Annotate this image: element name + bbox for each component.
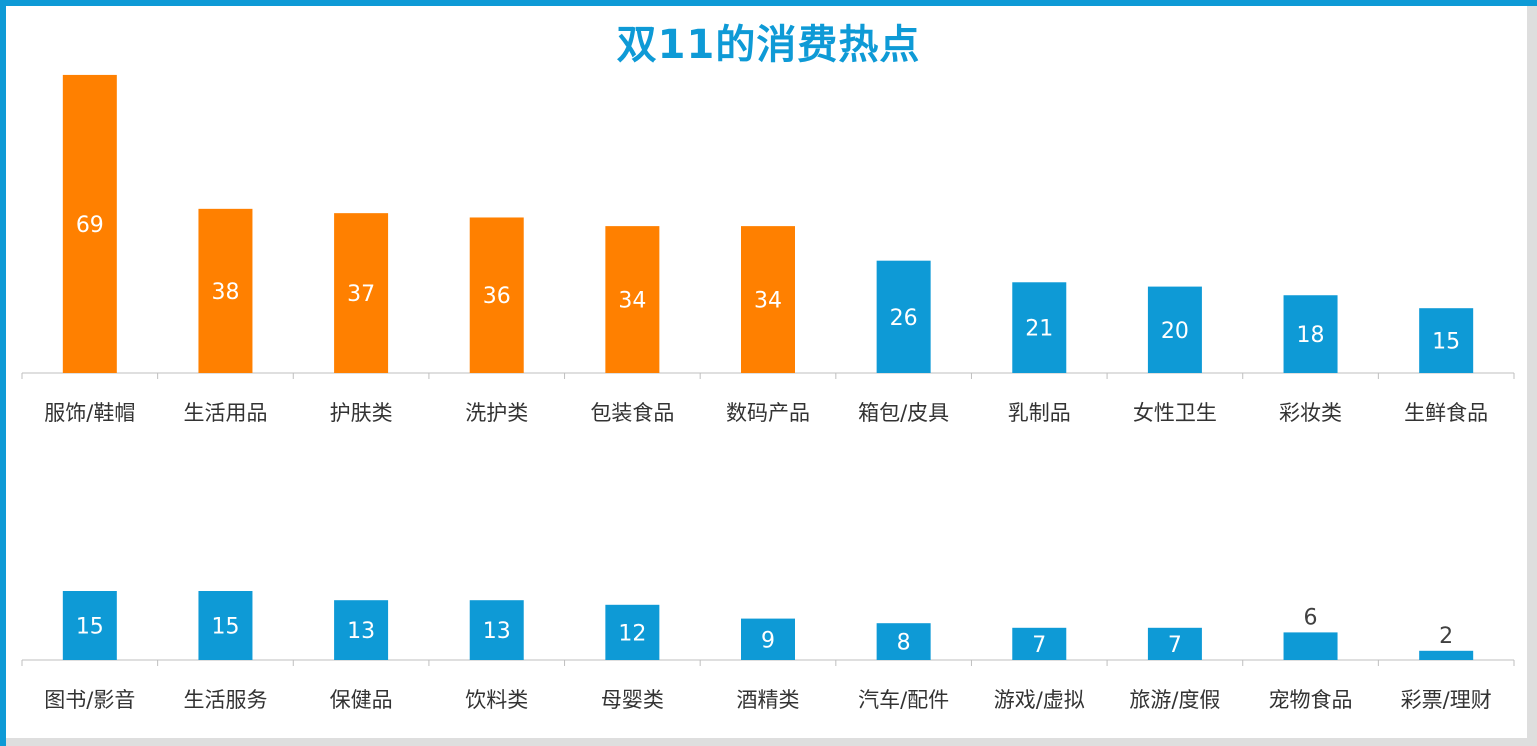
category-label: 饮料类 <box>465 688 528 712</box>
category-label: 数码产品 <box>726 401 810 425</box>
category-label: 图书/影音 <box>44 688 135 712</box>
frame-shadow-bottom <box>6 738 1537 746</box>
data-label: 2 <box>1439 624 1453 649</box>
data-label: 6 <box>1304 605 1318 630</box>
bar <box>334 213 389 373</box>
category-label: 游戏/虚拟 <box>994 688 1085 712</box>
data-label: 38 <box>211 280 239 305</box>
bar <box>1147 286 1202 373</box>
bar <box>1147 627 1202 660</box>
bar <box>876 260 931 373</box>
data-label: 8 <box>897 631 911 656</box>
bar <box>1012 282 1067 373</box>
data-label: 12 <box>618 621 646 646</box>
category-label: 汽车/配件 <box>858 688 949 712</box>
category-label: 宠物食品 <box>1269 688 1353 712</box>
data-label: 18 <box>1297 323 1325 348</box>
data-label: 7 <box>1032 633 1046 658</box>
data-label: 37 <box>347 282 375 307</box>
category-label: 乳制品 <box>1008 401 1071 425</box>
category-label: 生鲜食品 <box>1404 401 1488 425</box>
bar <box>62 591 117 660</box>
bar <box>741 618 795 660</box>
category-label: 旅游/度假 <box>1129 688 1220 712</box>
data-label: 69 <box>76 213 104 238</box>
bar <box>1012 627 1067 660</box>
bar <box>1283 295 1338 373</box>
chart-title: 双11的消费热点 <box>616 22 921 68</box>
bar <box>198 208 253 373</box>
chart-panel-2: 15 图书/影音 15 生活服务 13 保健品 13 饮料类 12 母婴类 9 酒精类 8 汽车/配件 7 游… <box>21 591 1515 712</box>
category-label: 服饰/鞋帽 <box>44 401 135 425</box>
data-label: 34 <box>754 289 782 314</box>
data-label: 34 <box>618 289 646 314</box>
bar <box>605 604 660 660</box>
category-label: 保健品 <box>330 688 393 712</box>
bar <box>469 217 524 373</box>
bar <box>334 600 389 660</box>
category-label: 洗护类 <box>465 401 528 425</box>
category-label: 生活服务 <box>183 688 267 712</box>
category-label: 箱包/皮具 <box>858 401 949 425</box>
bar <box>62 74 117 374</box>
data-label: 20 <box>1161 319 1189 344</box>
data-label: 15 <box>211 615 239 640</box>
data-label: 15 <box>76 615 104 640</box>
category-label: 酒精类 <box>737 688 800 712</box>
data-label: 13 <box>483 619 511 644</box>
data-label: 7 <box>1168 633 1182 658</box>
data-label: 21 <box>1025 317 1053 342</box>
category-label: 包装食品 <box>590 401 674 425</box>
bar <box>1419 650 1474 660</box>
chart-panel-1: 69 服饰/鞋帽 38 生活用品 37 护肤类 36 洗护类 34 包装食品 34 数码产品 26 箱包/… <box>21 74 1515 425</box>
category-label: 护肤类 <box>330 401 393 425</box>
data-label: 26 <box>890 306 918 331</box>
data-label: 36 <box>483 284 511 309</box>
category-label: 彩妆类 <box>1279 401 1342 425</box>
category-label: 生活用品 <box>183 401 267 425</box>
category-label: 女性卫生 <box>1133 401 1217 425</box>
data-label: 13 <box>347 619 375 644</box>
bar <box>469 600 524 660</box>
bar <box>605 226 660 373</box>
bar <box>1419 308 1474 373</box>
bar <box>741 226 795 373</box>
data-label: 9 <box>761 628 775 653</box>
category-label: 母婴类 <box>601 688 664 712</box>
frame-shadow-right <box>1527 6 1537 746</box>
category-label: 彩票/理财 <box>1401 688 1492 712</box>
bar <box>876 623 931 660</box>
data-label: 15 <box>1432 330 1460 355</box>
bar <box>1283 632 1338 660</box>
bar <box>198 591 253 660</box>
